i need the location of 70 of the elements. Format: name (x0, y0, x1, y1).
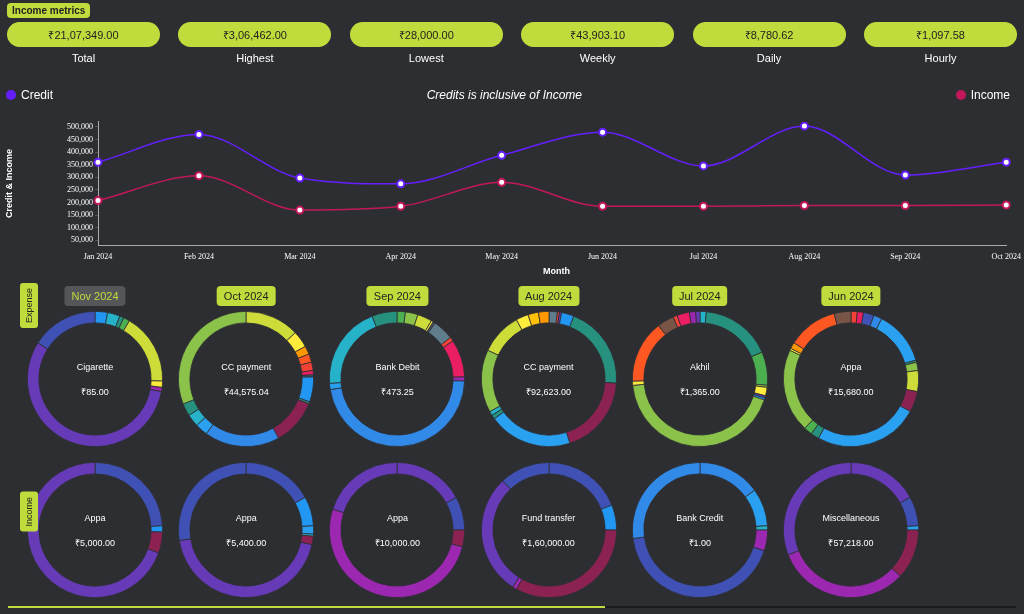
text: ₹15,680.00 (827, 386, 875, 398)
text: ₹5,400.00 (225, 537, 268, 549)
y-tick-label: 150,000 (67, 210, 93, 220)
text: Fund transfer (520, 513, 577, 523)
x-tick-label: Sep 2024 (890, 252, 921, 262)
legend-label: Income (970, 88, 1010, 102)
text: ₹5,000.00 (73, 537, 116, 549)
text: CC payment (220, 362, 273, 372)
text: ₹21,07,349.00 (48, 29, 119, 41)
category-label: Weekly (578, 52, 617, 64)
y-tick-label: 400,000 (67, 147, 93, 157)
text: Cigarette (75, 362, 115, 372)
text: ₹57,218.00 (827, 537, 875, 549)
x-tick-label: May 2024 (485, 252, 518, 262)
text: ₹43,903.10 (570, 29, 626, 41)
x-tick-label: Feb 2024 (183, 252, 214, 262)
x-tick-label: Jun 2024 (588, 252, 618, 262)
y-tick-label: 500,000 (67, 121, 93, 131)
y-tick-label: 200,000 (67, 197, 93, 207)
y-axis-title: Credit & Income (3, 149, 14, 219)
y-tick-label: 100,000 (67, 222, 93, 232)
text: Appa (839, 362, 863, 372)
text: ₹3,06,462.00 (222, 29, 287, 41)
category-label: Hourly (923, 52, 958, 64)
x-tick-label: Oct 2024 (991, 252, 1022, 262)
text: ₹1.00 (687, 537, 713, 549)
text: Bank Debit (374, 362, 421, 372)
y-tick-label: 250,000 (67, 185, 93, 194)
chart-title: Sep 2024 (366, 286, 428, 306)
chart-title: Jun 2024 (821, 286, 881, 306)
category-label: Total (70, 52, 97, 64)
text: Miscellaneous (821, 513, 881, 523)
text: Income (20, 492, 38, 532)
x-tick-label: Mar 2024 (284, 252, 316, 262)
text: ₹28,000.00 (398, 29, 454, 41)
text: ₹1,365.00 (678, 386, 721, 398)
text: ₹92,623.00 (525, 386, 573, 398)
text: Akhil (689, 362, 711, 372)
text: Expense (20, 283, 38, 329)
x-axis-title: Month (542, 266, 571, 276)
category-label: Lowest (407, 52, 445, 64)
x-tick-label: Aug 2024 (788, 252, 821, 262)
text: ₹1,60,000.00 (521, 537, 576, 549)
legend-label: Credit (21, 88, 54, 102)
y-tick-label: 450,000 (67, 134, 93, 144)
text: ₹85.00 (80, 386, 110, 398)
text: CC payment (522, 362, 575, 372)
category-label: Highest (235, 52, 275, 64)
chart-title: Jul 2024 (672, 286, 728, 306)
chart-title: Oct 2024 (216, 286, 276, 306)
y-tick-label: 300,000 (67, 172, 93, 182)
x-tick-label: Jan 2024 (83, 252, 113, 262)
text: Income metrics (7, 3, 91, 18)
text: ₹473.25 (380, 386, 415, 398)
text: ₹44,575.04 (222, 386, 270, 398)
text: ₹8,780.62 (744, 29, 794, 41)
x-tick-label: Jul 2024 (689, 252, 718, 262)
text: Appa (234, 513, 258, 523)
x-tick-label: Apr 2024 (385, 252, 416, 262)
text: ₹10,000.00 (373, 537, 421, 549)
text: ₹1,097.58 (916, 29, 965, 41)
text: Bank Credit (675, 513, 725, 523)
y-tick-label: 350,000 (67, 159, 93, 169)
chart-subtitle: Credits is inclusive of Income (426, 88, 583, 102)
y-tick-label: 50,000 (71, 235, 93, 245)
text: Appa (84, 513, 106, 523)
category-label: Daily (755, 52, 783, 64)
chart-title: Aug 2024 (518, 286, 580, 306)
text: Appa (385, 513, 409, 523)
chart-title: Nov 2024 (64, 286, 126, 306)
